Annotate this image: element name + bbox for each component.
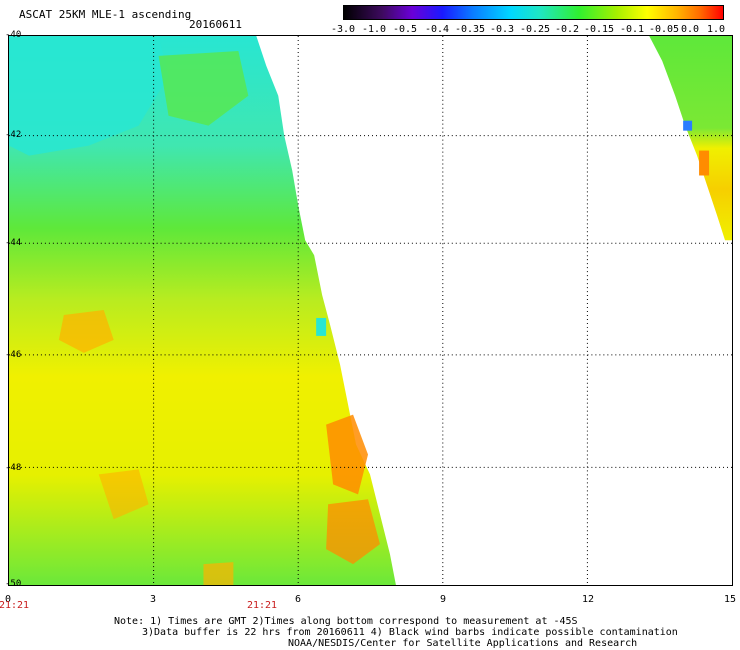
swath-west [9, 36, 396, 585]
note-line: 3)Data buffer is 22 hrs from 20160611 4)… [142, 627, 678, 638]
colorbar-tick: -1.0 [361, 24, 387, 35]
colorbar-tick: -0.15 [583, 24, 615, 35]
swath-orange-patch [326, 499, 380, 565]
colorbar-tick: -0.25 [519, 24, 551, 35]
lon-label: 6 [294, 594, 302, 605]
swath-orange-patch [203, 562, 234, 585]
graticule [9, 36, 732, 585]
colorbar [343, 5, 724, 20]
swath-orange-patch [326, 414, 369, 495]
lat-label: -48 [5, 463, 22, 473]
note-line: Note: 1) Times are GMT 2)Times along bot… [114, 616, 578, 627]
chart-title: ASCAT 25KM MLE-1 ascending [19, 8, 192, 21]
colorbar-tick: -3.0 [330, 24, 356, 35]
colorbar-tick: -0.35 [454, 24, 486, 35]
colorbar-tick: -0.05 [648, 24, 680, 35]
note-line: NOAA/NESDIS/Center for Satellite Applica… [288, 638, 638, 649]
map-panel [8, 35, 733, 586]
lat-label: -44 [5, 238, 22, 248]
colorbar-tick: 1.0 [706, 24, 726, 35]
lat-label: -40 [5, 30, 22, 40]
lon-label: 15 [723, 594, 737, 605]
swath-orange-patch [98, 469, 149, 520]
time-label: 21:21 [246, 600, 278, 611]
swath-green-patch [158, 50, 249, 126]
lon-label: 3 [149, 594, 157, 605]
lat-label: -50 [5, 579, 22, 589]
footnotes: Note: 1) Times are GMT 2)Times along bot… [114, 616, 678, 649]
swath-east [649, 36, 732, 241]
map-canvas [9, 36, 732, 585]
lat-label: -46 [5, 350, 22, 360]
date-label: 20160611 [189, 18, 242, 31]
swath-orange-patch [58, 310, 114, 353]
lon-label: 0 [4, 594, 12, 605]
swath-cyan-patch [9, 36, 169, 156]
lat-label: -42 [5, 130, 22, 140]
colorbar-tick: -0.4 [424, 24, 450, 35]
colorbar-tick: 0.0 [680, 24, 700, 35]
swath-orange-patch [699, 150, 710, 176]
lon-label: 9 [439, 594, 447, 605]
lon-label: 12 [581, 594, 595, 605]
time-label: 21:21 [0, 600, 30, 611]
colorbar-tick: -0.5 [392, 24, 418, 35]
colorbar-tick: -0.2 [554, 24, 580, 35]
swath-cyan-patch [316, 317, 327, 336]
swath-blue-patch [683, 120, 693, 131]
colorbar-tick: -0.1 [619, 24, 645, 35]
colorbar-tick: -0.3 [489, 24, 515, 35]
